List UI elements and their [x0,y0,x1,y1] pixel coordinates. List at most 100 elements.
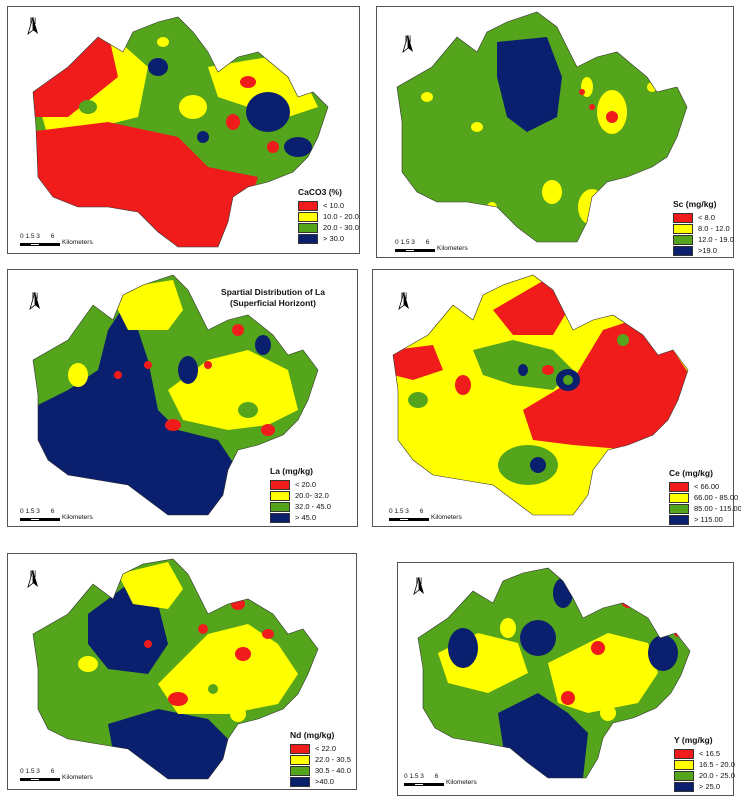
map-sc [396,11,688,243]
legend-title: CaCO3 (%) [298,187,342,197]
map-panel-sc: N Sc (mg/kg) < 8.0 8.0 - 12.0 12.0 - 19.… [376,6,734,258]
map-caco3 [32,16,329,248]
legend-ce: Ce (mg/kg) < 66.00 66.00 - 85.00 85.00 -… [669,468,741,525]
legend-label: 85.00 - 115.00 [694,504,741,513]
map-title: Spartial Distribution of La (Superficial… [221,287,325,308]
legend-label: 30.5 - 40.0 [315,766,351,775]
legend-label: < 22.0 [315,744,337,753]
scale-bar: 0 1.5 3 6 Kilometers [20,768,93,781]
legend-item: 16.5 - 20.0 [674,759,735,770]
legend-label: < 20.0 [295,480,317,489]
legend-swatch [669,481,689,492]
legend-title: Sc (mg/kg) [673,199,717,209]
legend-swatch [270,490,290,501]
legend-swatch [298,200,318,211]
legend-swatch [673,212,693,223]
legend-swatch [669,503,689,514]
north-arrow: N [28,292,42,310]
legend-swatch [674,781,694,792]
north-arrow: N [412,577,426,595]
legend-item: < 8.0 [673,212,734,223]
legend-label: >19.0 [698,246,717,255]
legend-label: > 115.00 [694,515,723,524]
legend-swatch [270,512,290,523]
legend-swatch [669,492,689,503]
legend-label: 20.0- 32.0 [295,491,329,500]
map-panel-caco3: N CaCO3 (%) < 10.0 10.0 - 20.0 20.0 - 30… [7,6,360,254]
legend-item: > 115.00 [669,514,741,525]
legend-swatch [270,479,290,490]
legend-label: 32.0 - 45.0 [295,502,331,511]
legend-swatch [290,754,310,765]
legend-swatch [674,770,694,781]
legend-title: Nd (mg/kg) [290,730,335,740]
legend-item: >19.0 [673,245,734,256]
legend-item: > 45.0 [270,512,331,523]
legend-label: < 10.0 [323,201,345,210]
legend-label: 10.0 - 20.0 [323,212,359,221]
legend-item: < 20.0 [270,479,331,490]
legend-item: 22.0 - 30.5 [290,754,351,765]
legend-y: Y (mg/kg) < 16.5 16.5 - 20.0 20.0 - 25.0… [674,735,735,792]
legend-label: 16.5 - 20.0 [699,760,735,769]
north-arrow-icon [413,577,424,595]
legend-item: 8.0 - 12.0 [673,223,734,234]
map-panel-ce: N Ce (mg/kg) < 66.00 66.00 - 85.00 85.00… [372,269,741,527]
legend-label: < 8.0 [698,213,715,222]
north-arrow-icon [27,570,38,588]
legend-swatch [290,765,310,776]
legend-label: > 45.0 [295,513,317,522]
map-panel-y: N Y (mg/kg) < 16.5 16.5 - 20.0 20.0 - 25… [397,562,735,796]
legend-title: Y (mg/kg) [674,735,713,745]
legend-swatch [673,245,693,256]
north-arrow-icon [402,35,413,53]
legend-item: 10.0 - 20.0 [298,211,359,222]
legend-item: 20.0 - 30.0 [298,222,359,233]
legend-item: < 22.0 [290,743,351,754]
legend-item: < 10.0 [298,200,359,211]
scale-bar: 0 1.5 3 6 Kilometers [404,773,477,786]
legend-label: 20.0 - 25.0 [699,771,735,780]
north-arrow: N [26,17,40,35]
legend-swatch [298,233,318,244]
map-la [32,274,319,516]
legend-item: < 16.5 [674,748,735,759]
legend-label: > 25.0 [699,782,721,791]
legend-label: 22.0 - 30.5 [315,755,351,764]
north-arrow-icon [398,292,409,310]
legend-item: 12.0 - 19.0 [673,234,734,245]
legend-swatch [298,211,318,222]
legend-item: 85.00 - 115.00 [669,503,741,514]
legend-item: >40.0 [290,776,351,787]
legend-swatch [674,748,694,759]
legend-label: > 30.0 [323,234,345,243]
legend-label: >40.0 [315,777,334,786]
legend-label: 66.00 - 85.00 [694,493,739,502]
legend-title: La (mg/kg) [270,466,313,476]
scale-bar: 0 1.5 3 6 Kilometers [20,508,93,521]
legend-label: < 16.5 [699,749,721,758]
legend-swatch [290,743,310,754]
map-ce [392,274,689,516]
legend-swatch [669,514,689,525]
map-nd [32,558,319,780]
legend-label: < 66.00 [694,482,720,491]
scale-bar: 0 1.5 3 6 Kilometers [395,239,468,252]
legend-item: 32.0 - 45.0 [270,501,331,512]
map-panel-la: N Spartial Distribution of La (Superfici… [7,269,358,527]
legend-swatch [673,234,693,245]
legend-swatch [290,776,310,787]
legend-swatch [674,759,694,770]
legend-label: 12.0 - 19.0 [698,235,734,244]
legend-item: > 30.0 [298,233,359,244]
legend-nd: Nd (mg/kg) < 22.0 22.0 - 30.5 30.5 - 40.… [290,730,351,787]
north-arrow: N [26,570,40,588]
legend-item: 66.00 - 85.00 [669,492,741,503]
legend-item: 20.0 - 25.0 [674,770,735,781]
legend-item: > 25.0 [674,781,735,792]
legend-caco3: CaCO3 (%) < 10.0 10.0 - 20.0 20.0 - 30.0… [298,187,359,244]
legend-sc: Sc (mg/kg) < 8.0 8.0 - 12.0 12.0 - 19.0 … [673,199,734,256]
north-arrow-icon [27,17,38,35]
scale-bar: 0 1.5 3 6 Kilometers [20,233,93,246]
legend-title: Ce (mg/kg) [669,468,713,478]
